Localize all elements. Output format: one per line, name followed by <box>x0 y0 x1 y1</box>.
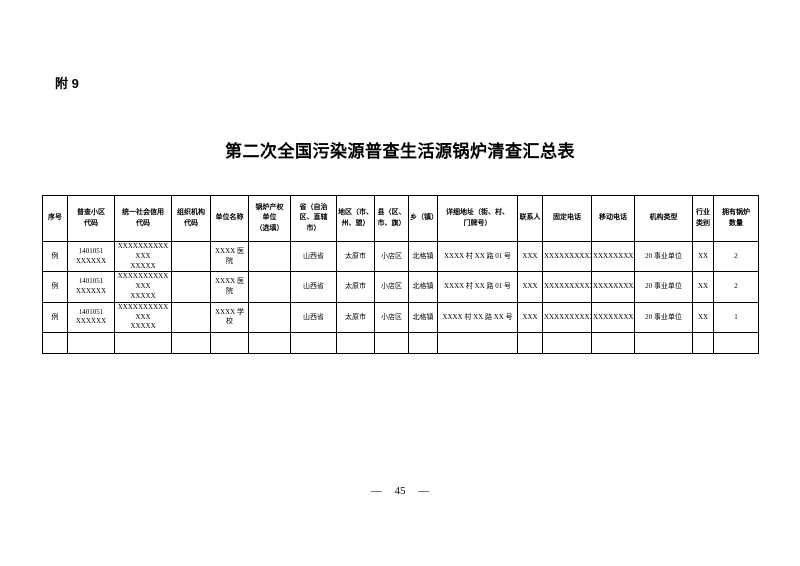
attachment-label: 附 9 <box>55 76 79 91</box>
header-industry: 行业 类别 <box>692 195 714 242</box>
table-cell: XXXXXXXXXXXXX XXXXX <box>114 240 172 273</box>
table-cell <box>171 301 211 334</box>
table-cell <box>290 332 337 355</box>
table-cell <box>67 332 115 355</box>
table-cell: 小店区 <box>374 301 409 334</box>
table-row <box>42 332 759 355</box>
table-row: 例 1401051 XXXXXX XXXXXXXXXXXXX XXXXX XXX… <box>42 301 759 334</box>
table-cell <box>42 332 68 355</box>
table-cell: XXXXXXXXXXXX <box>542 301 592 334</box>
table-cell: 山西省 <box>290 271 337 303</box>
table-cell: 20 事业单位 <box>634 240 693 273</box>
table-cell: 1401051 XXXXXX <box>67 271 115 303</box>
table-cell: 例 <box>42 271 68 303</box>
table-cell: 山西省 <box>290 240 337 273</box>
table-cell <box>634 332 693 355</box>
table-cell <box>171 240 211 273</box>
table-cell <box>210 332 249 355</box>
table-cell: XX <box>692 240 714 273</box>
table-cell: 山西省 <box>290 301 337 334</box>
table-cell <box>542 332 592 355</box>
header-serial: 序号 <box>42 195 68 242</box>
table-cell: XXXX 村 XX 路 XX 号 <box>437 301 518 334</box>
table-cell: 北格镇 <box>408 301 438 334</box>
table-cell <box>517 332 543 355</box>
table-cell: XXXXXXXXXXXXX XXXXX <box>114 301 172 334</box>
header-org-type: 机构类型 <box>634 195 693 242</box>
table-cell <box>692 332 714 355</box>
table-cell <box>171 332 211 355</box>
header-boiler-count: 拥有锅炉 数量 <box>713 195 759 242</box>
table-cell: XXX <box>517 240 543 273</box>
table-cell <box>171 271 211 303</box>
table-cell <box>248 332 291 355</box>
table-cell: XXXXXXXXXXXX <box>591 271 635 303</box>
table-cell: XX <box>692 301 714 334</box>
table-cell: XXX <box>517 301 543 334</box>
header-county: 县（区、 市、旗） <box>374 195 409 242</box>
table-cell: 太原市 <box>336 301 375 334</box>
header-township: 乡（镇） <box>408 195 438 242</box>
table-cell <box>248 271 291 303</box>
table-row: 例 1401051 XXXXXX XXXXXXXXXXXXX XXXXX XXX… <box>42 271 759 303</box>
table-cell: XXXX 学校 <box>210 301 249 334</box>
table-cell: 例 <box>42 301 68 334</box>
page-title: 第二次全国污染源普查生活源锅炉清查汇总表 <box>225 142 575 161</box>
table-cell: 20 事业单位 <box>634 301 693 334</box>
table-cell <box>248 240 291 273</box>
table-cell: XXXXXXXXXXXX <box>591 240 635 273</box>
table-cell: 例 <box>42 240 68 273</box>
table-cell: 1401051 XXXXXX <box>67 240 115 273</box>
table-cell: 1 <box>713 301 759 334</box>
header-region: 地区（市、 州、盟） <box>336 195 375 242</box>
table-cell <box>713 332 759 355</box>
table-cell: 20 事业单位 <box>634 271 693 303</box>
header-unit-name: 单位名称 <box>210 195 249 242</box>
table-cell <box>248 301 291 334</box>
table-cell: XXXXXXXXXXXXX XXXXX <box>114 271 172 303</box>
table-cell: 北格镇 <box>408 271 438 303</box>
header-credit-code: 统一社会信用 代码 <box>114 195 172 242</box>
header-boiler-owner: 锅炉产权 单位 （选填） <box>248 195 291 242</box>
table-row: 例 1401051 XXXXXX XXXXXXXXXXXXX XXXXX XXX… <box>42 240 759 273</box>
table-cell: 1401051 XXXXXX <box>67 301 115 334</box>
boiler-summary-table: 序号 普查小区 代码 统一社会信用 代码 组织机构 代码 单位名称 锅炉产权 单… <box>42 195 759 355</box>
table-cell: 太原市 <box>336 240 375 273</box>
table-cell: XXX <box>517 271 543 303</box>
table-cell: 2 <box>713 271 759 303</box>
table-cell: XXXX 村 XX 路 01 号 <box>437 271 518 303</box>
table-cell <box>408 332 438 355</box>
header-province: 省（自治 区、直辖 市） <box>290 195 337 242</box>
table-cell: XXXX 村 XX 路 01 号 <box>437 240 518 273</box>
header-org-code: 组织机构 代码 <box>171 195 211 242</box>
table-cell: 2 <box>713 240 759 273</box>
table-cell: XXXX 医院 <box>210 240 249 273</box>
table-cell <box>114 332 172 355</box>
table-cell <box>336 332 375 355</box>
table-cell: XXXXXXXXXXXX <box>591 301 635 334</box>
header-row: 序号 普查小区 代码 统一社会信用 代码 组织机构 代码 单位名称 锅炉产权 单… <box>42 195 759 242</box>
table-cell <box>591 332 635 355</box>
header-address: 详细地址（街、村、 门牌号） <box>437 195 518 242</box>
table-cell: XXXXXXXXXXXX <box>542 240 592 273</box>
table-cell: XXXXXXXXXXXX <box>542 271 592 303</box>
table-cell <box>374 332 409 355</box>
table-cell: XX <box>692 271 714 303</box>
table-cell: 北格镇 <box>408 240 438 273</box>
header-contact: 联系人 <box>517 195 543 242</box>
header-census-code: 普查小区 代码 <box>67 195 115 242</box>
header-fixed-phone: 固定电话 <box>542 195 592 242</box>
page-number: — 45 — <box>370 485 430 497</box>
table-cell: 小店区 <box>374 271 409 303</box>
table-cell: XXXX 医院 <box>210 271 249 303</box>
header-mobile-phone: 移动电话 <box>591 195 635 242</box>
table-cell: 太原市 <box>336 271 375 303</box>
table-cell: 小店区 <box>374 240 409 273</box>
table-cell <box>437 332 518 355</box>
